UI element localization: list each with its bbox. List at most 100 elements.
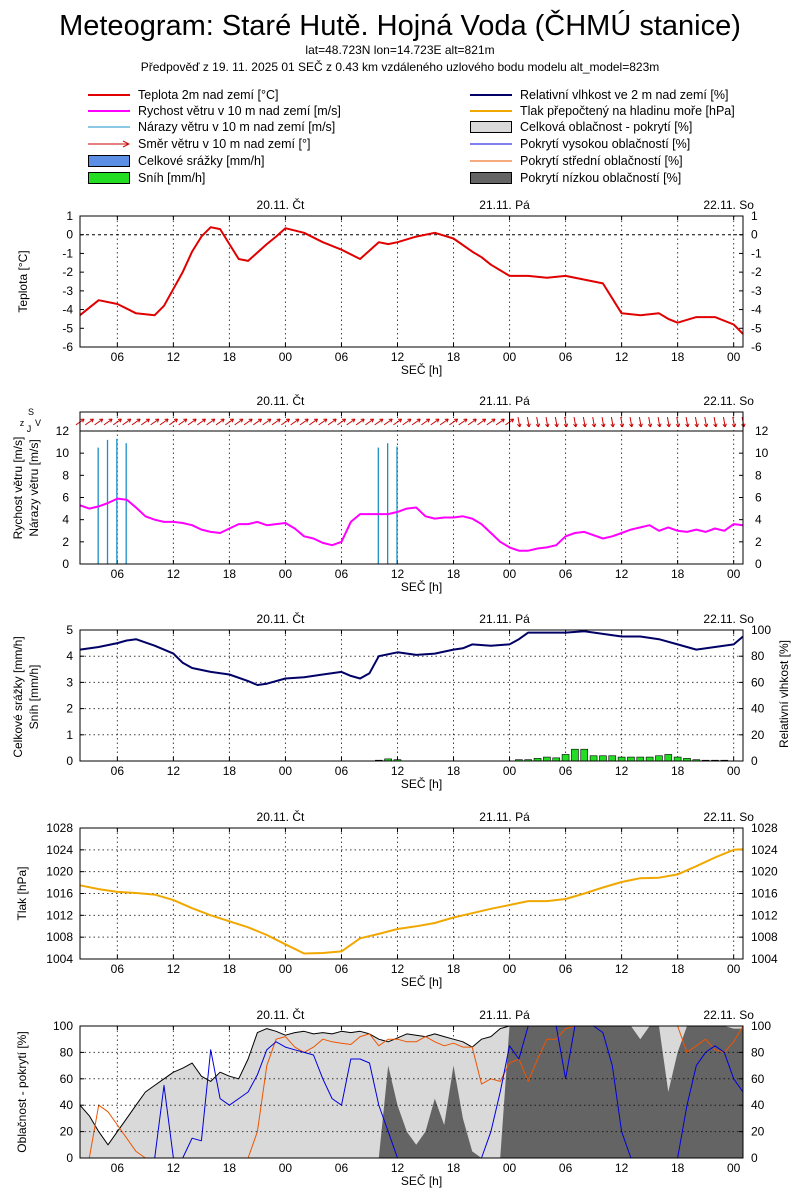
wind-dir-head bbox=[612, 423, 615, 428]
y-tick-label-right: -5 bbox=[751, 321, 762, 335]
wind-dir-shaft bbox=[243, 418, 253, 426]
day-label: 21.11. Pá bbox=[479, 810, 530, 824]
y-tick-label-right: 1 bbox=[751, 209, 758, 223]
wind-dir-shaft bbox=[564, 416, 567, 428]
legend-swatch-precipitation bbox=[88, 155, 130, 167]
wind-dir-arrow bbox=[694, 416, 699, 428]
wind-dir-head bbox=[175, 418, 178, 423]
legend-swatch-snow bbox=[88, 172, 130, 184]
wind-dir-shaft bbox=[178, 418, 188, 426]
wind-dir-head bbox=[528, 423, 531, 428]
legend-label: Relativní vlhkost ve 2 m nad zemí [%] bbox=[520, 88, 729, 102]
x-tick-label: 00 bbox=[279, 962, 293, 976]
day-label: 20.11. Čt bbox=[257, 1007, 305, 1022]
x-tick-label: 00 bbox=[727, 350, 741, 364]
wind-dir-head bbox=[668, 423, 671, 428]
wind-dir-arrow bbox=[309, 418, 319, 426]
snow-bar bbox=[571, 748, 579, 762]
x-tick-label: 18 bbox=[671, 1161, 685, 1175]
x-tick-label: 00 bbox=[727, 764, 741, 778]
y-tick-label: -6 bbox=[62, 340, 73, 354]
wind-dir-arrow bbox=[657, 416, 662, 428]
wind-dir-head bbox=[399, 418, 403, 423]
wind-dir-arrow bbox=[535, 416, 541, 428]
y-tick-label: -4 bbox=[62, 303, 73, 317]
plot-border bbox=[79, 629, 744, 762]
y-tick-label-right: 100 bbox=[751, 623, 771, 637]
x-tick-label: 00 bbox=[503, 1161, 517, 1175]
wind-dir-head bbox=[240, 418, 244, 423]
wind-dir-shaft bbox=[159, 418, 169, 426]
wind-dir-shaft bbox=[439, 418, 449, 426]
wind-dir-shaft bbox=[168, 418, 178, 426]
wind-dir-arrow bbox=[112, 418, 122, 426]
wind-dir-head bbox=[647, 423, 651, 428]
wind-dir-arrow bbox=[610, 416, 615, 428]
wind-dir-arrow bbox=[439, 418, 449, 426]
y-tick-label: 1016 bbox=[46, 887, 73, 901]
legend-swatch-cloud-high bbox=[470, 143, 512, 145]
y-tick-label: 40 bbox=[60, 1098, 74, 1112]
wind-dir-arrow bbox=[159, 418, 169, 426]
wind-dir-head bbox=[222, 418, 225, 423]
y-tick-label-right: -1 bbox=[751, 246, 762, 260]
wind-dir-head bbox=[287, 418, 290, 423]
wind-dir-head bbox=[465, 418, 468, 423]
wind-dir-head bbox=[622, 423, 625, 428]
wind-dir-head bbox=[584, 423, 587, 428]
x-tick-label: 00 bbox=[279, 764, 293, 778]
wind-dir-shaft bbox=[477, 418, 486, 426]
wind-dir-head bbox=[427, 418, 431, 423]
snow-bar bbox=[673, 756, 682, 762]
snow-bar bbox=[627, 756, 635, 762]
wind-dir-arrow bbox=[731, 416, 737, 428]
legend-label: Pokrytí střední oblačností [%] bbox=[520, 154, 683, 168]
wind-dir-head bbox=[446, 418, 449, 423]
x-tick-label: 18 bbox=[447, 567, 461, 581]
wind-dir-head bbox=[554, 423, 558, 428]
x-tick-label: 18 bbox=[223, 962, 237, 976]
day-label: 21.11. Pá bbox=[479, 394, 530, 408]
wind-dir-shaft bbox=[629, 416, 633, 428]
wind-dir-shaft bbox=[355, 418, 365, 426]
humidity-line bbox=[79, 630, 744, 686]
wind-dir-shaft bbox=[140, 418, 150, 426]
wind-dir-head bbox=[100, 418, 104, 423]
x-tick-label: 06 bbox=[559, 1161, 573, 1175]
legend-label: Rychost větru v 10 m nad zemí [m/s] bbox=[138, 104, 341, 118]
wind-dir-head bbox=[556, 423, 559, 428]
y-tick-label: 60 bbox=[60, 1072, 74, 1086]
wind-dir-shaft bbox=[582, 416, 586, 428]
legend-swatch-wind-speed bbox=[88, 110, 130, 112]
y-tick-label: 2 bbox=[62, 535, 69, 549]
wind-dir-head bbox=[455, 418, 459, 423]
wind-dir-head bbox=[535, 423, 539, 428]
wind-dir-arrow bbox=[629, 416, 634, 428]
x-tick-label: 06 bbox=[111, 962, 125, 976]
wind-dir-head bbox=[685, 423, 689, 428]
wind-dir-arrow bbox=[318, 418, 328, 426]
x-tick-label: 12 bbox=[615, 567, 629, 581]
wind-dir-shaft bbox=[94, 418, 104, 426]
wind-dir-head bbox=[184, 418, 188, 423]
wind-dir-shaft bbox=[704, 416, 708, 428]
wind-dir-shaft bbox=[112, 418, 122, 426]
y-tick-label: 80 bbox=[60, 1045, 74, 1059]
wind-dir-shaft bbox=[327, 418, 337, 426]
wind-dir-arrow bbox=[554, 416, 559, 428]
y-tick-label: 1008 bbox=[46, 930, 73, 944]
y-tick-label-right: 0 bbox=[751, 1151, 758, 1165]
wind-dir-shaft bbox=[374, 418, 384, 426]
cloud-low-area bbox=[80, 1026, 743, 1158]
wind-dir-shaft bbox=[234, 418, 244, 426]
wind-dir-shaft bbox=[458, 418, 468, 426]
y-tick-label: 1012 bbox=[46, 908, 73, 922]
x-tick-label: 12 bbox=[615, 1161, 629, 1175]
wind-dir-shaft bbox=[620, 416, 623, 428]
wind-dir-head bbox=[593, 423, 597, 428]
wind-dir-shaft bbox=[253, 418, 262, 426]
wind-dir-head bbox=[493, 418, 496, 423]
wind-dir-shaft bbox=[732, 416, 736, 428]
y-tick-label-right: -6 bbox=[751, 340, 762, 354]
wind-dir-head bbox=[724, 423, 727, 428]
